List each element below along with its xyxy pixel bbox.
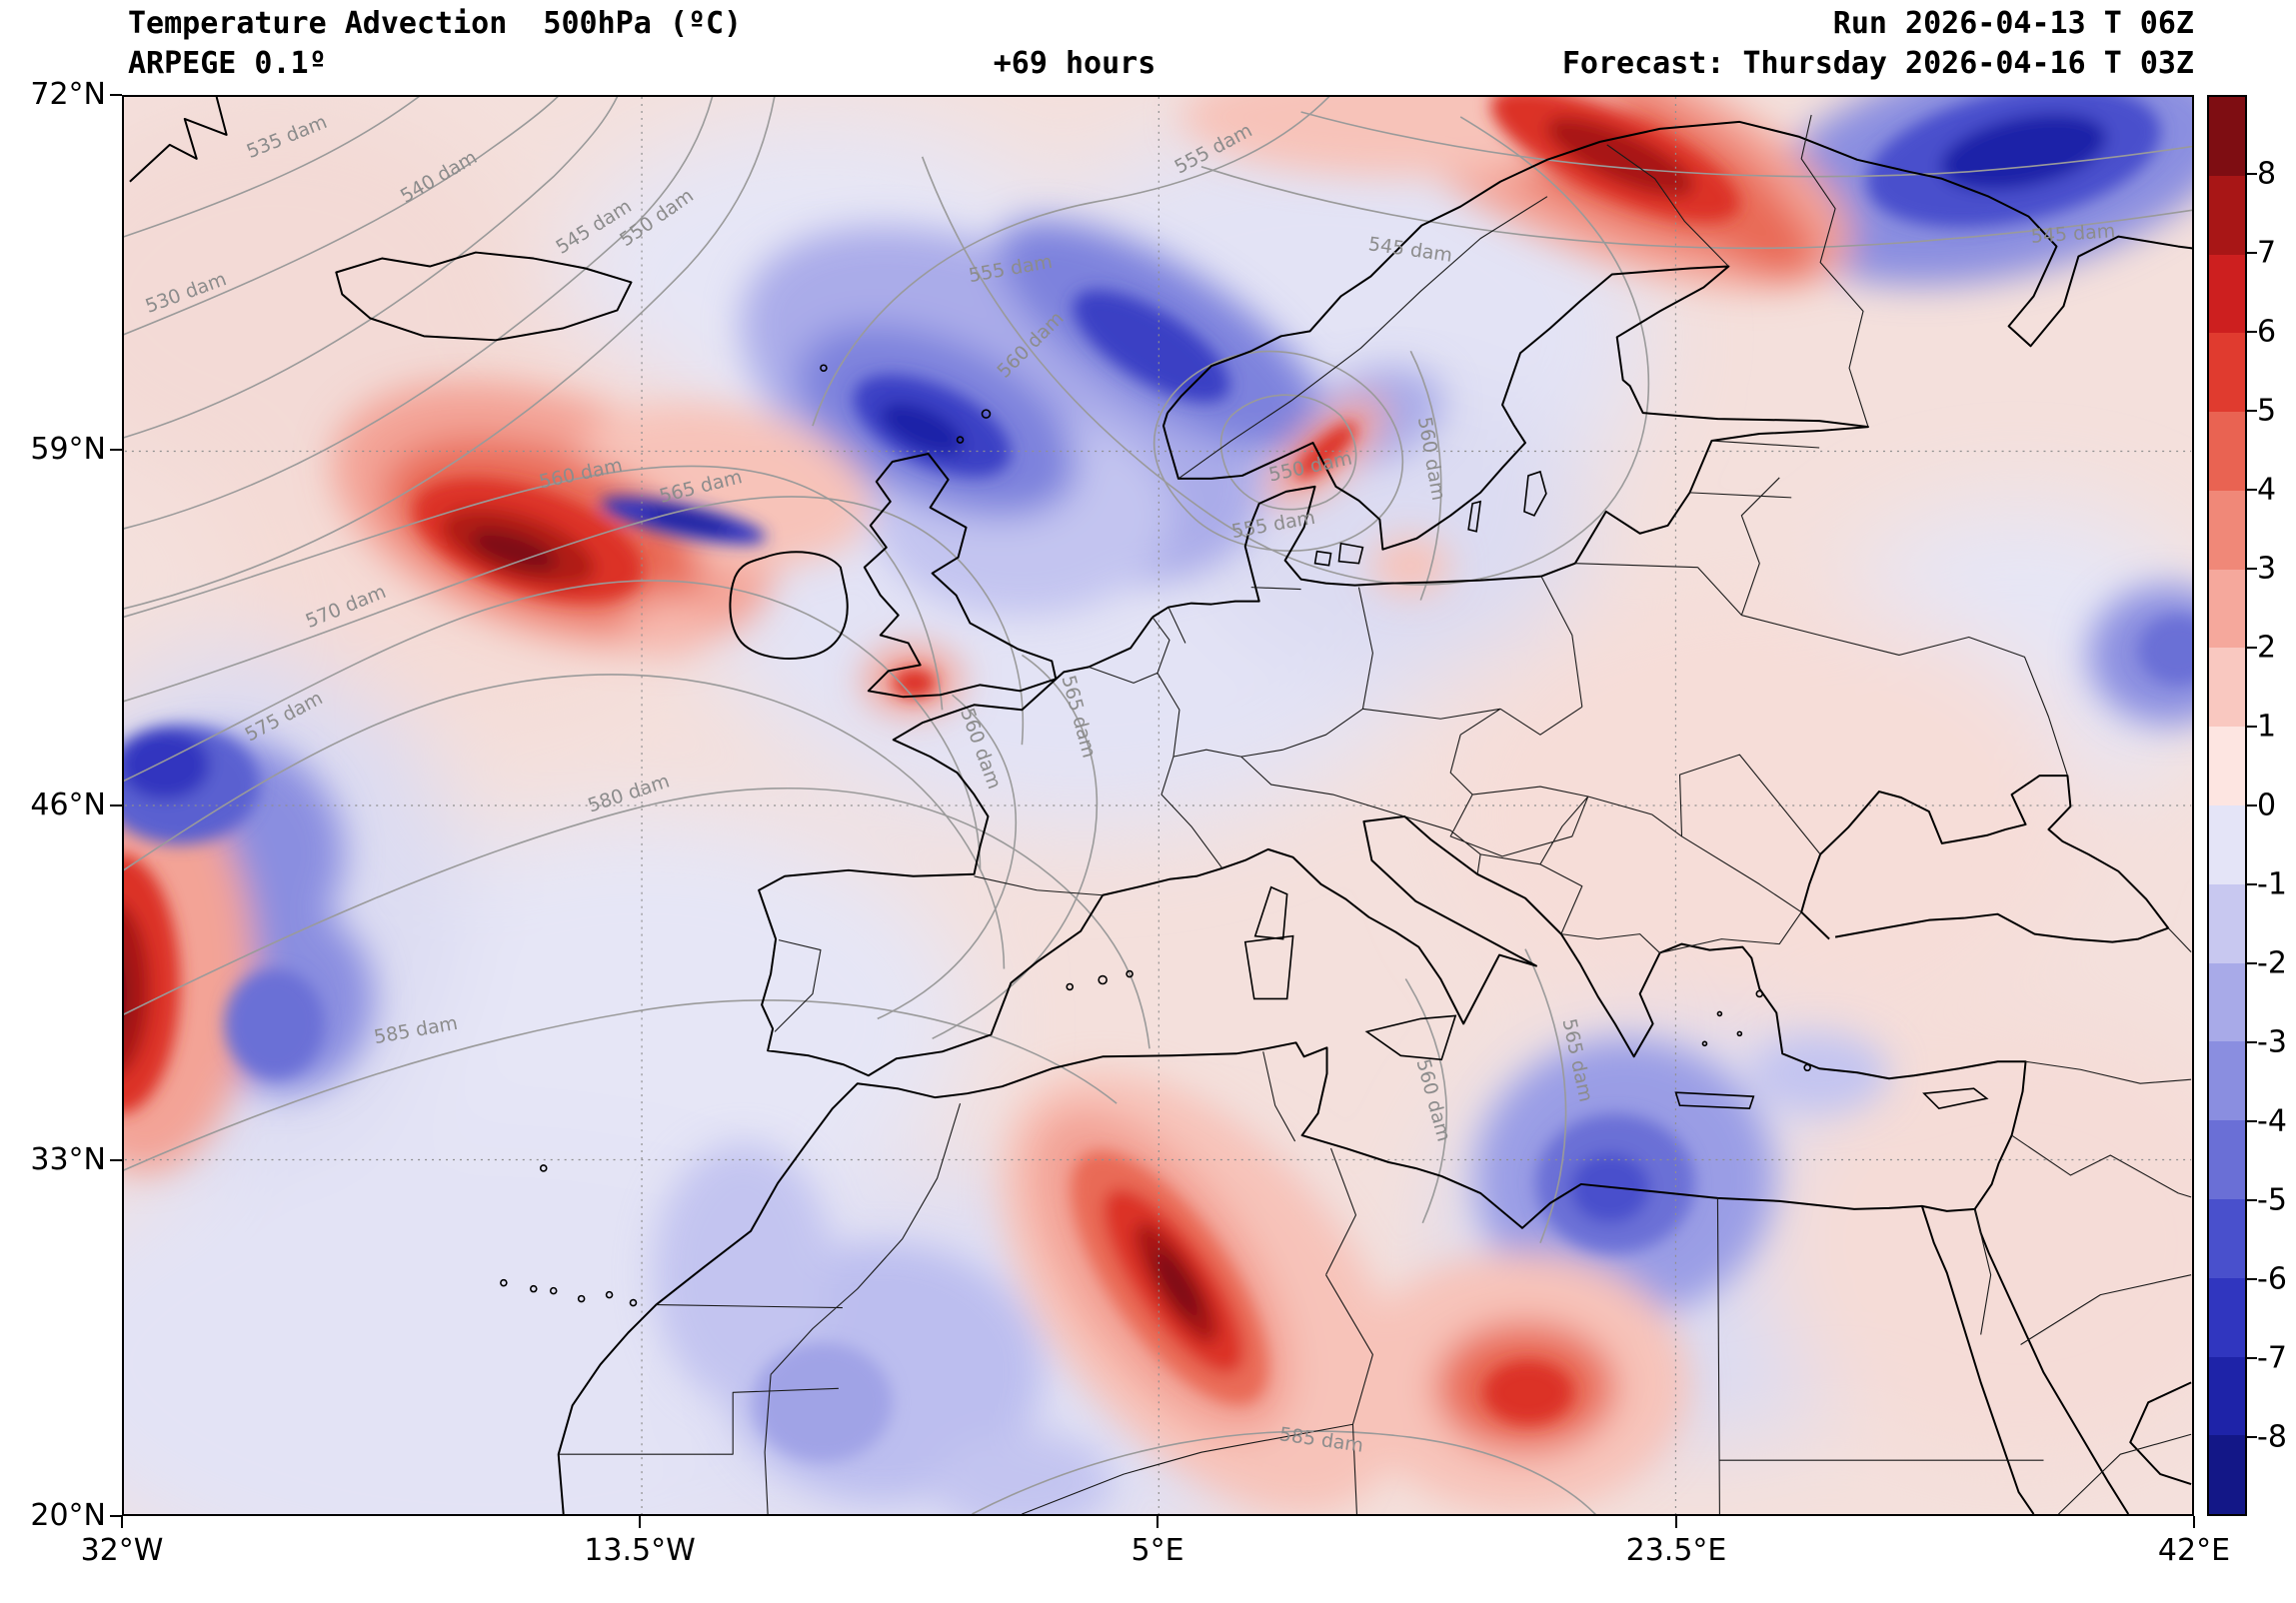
model-label: ARPEGE 0.1º — [128, 46, 327, 81]
lon-tick-label: 32°W — [80, 1533, 164, 1568]
lon-tick-label: 13.5°W — [584, 1533, 696, 1568]
map-svg — [124, 97, 2192, 1514]
colorbar-tickmark — [2247, 1199, 2257, 1201]
lat-tick-label: 33°N — [30, 1142, 106, 1177]
colorbar-tick-label: 5 — [2257, 393, 2277, 429]
lon-tick-label: 42°E — [2157, 1533, 2231, 1568]
colorbar-tick-label: -1 — [2257, 866, 2287, 902]
colorbar-ticks: 8 7 6 5 4 3 2 1 0 -1 -2 -3 -4 -5 -6 -7 -8 — [2257, 95, 2296, 1516]
colorbar-tickmark — [2247, 804, 2257, 806]
colorbar-segment — [2209, 97, 2245, 176]
country-borders — [558, 114, 2192, 1514]
run-info: Run 2026-04-13 T 06Z — [1832, 6, 2194, 41]
colorbar-tick-label: -5 — [2257, 1182, 2287, 1218]
colorbar-segment — [2209, 1120, 2245, 1199]
colorbar-tickmark — [2247, 1278, 2257, 1280]
colorbar-tick-label: 2 — [2257, 630, 2277, 666]
lat-tick-label: 59°N — [30, 432, 106, 467]
islands — [500, 364, 1989, 1307]
colorbar-tickmark — [2247, 568, 2257, 570]
colorbar — [2207, 95, 2247, 1516]
colorbar-segment — [2209, 1356, 2245, 1436]
colorbar-segment — [2209, 490, 2245, 570]
colorbar-tickmark — [2247, 410, 2257, 412]
colorbar-tickmark — [2247, 1120, 2257, 1122]
colorbar-tickmark — [2247, 962, 2257, 964]
colorbar-segment — [2209, 333, 2245, 413]
forecast-hour-label: +69 hours — [993, 46, 1156, 81]
colorbar-tick-label: 8 — [2257, 156, 2277, 192]
lat-tick-label: 20°N — [30, 1498, 106, 1533]
chart-title: Temperature Advection 500hPa (ºC) — [128, 6, 743, 41]
colorbar-tickmark — [2247, 883, 2257, 885]
map-canvas: 530 dam 535 dam 540 dam 545 dam 550 dam … — [122, 95, 2194, 1516]
colorbar-tickmark — [2247, 647, 2257, 649]
colorbar-tickmark — [2247, 252, 2257, 254]
forecast-info: Forecast: Thursday 2026-04-16 T 03Z — [1561, 46, 2194, 81]
advection-field-cores — [124, 97, 2192, 1463]
colorbar-tick-label: 3 — [2257, 551, 2277, 587]
coastlines — [129, 97, 2192, 1514]
colorbar-segment — [2209, 569, 2245, 649]
lat-tick-label: 46°N — [30, 788, 106, 822]
colorbar-segment — [2209, 1041, 2245, 1121]
colorbar-tick-label: -4 — [2257, 1103, 2287, 1139]
colorbar-segment — [2209, 1198, 2245, 1278]
lat-tick-label: 72°N — [30, 77, 106, 112]
colorbar-tickmark — [2247, 726, 2257, 728]
colorbar-segment — [2209, 1277, 2245, 1357]
geopotential-contours — [124, 97, 2192, 1514]
colorbar-tickmark — [2247, 1436, 2257, 1438]
colorbar-segment — [2209, 254, 2245, 334]
colorbar-segment — [2209, 648, 2245, 728]
colorbar-tick-label: -6 — [2257, 1261, 2287, 1297]
colorbar-tick-label: -7 — [2257, 1340, 2287, 1376]
lon-tick-label: 5°E — [1131, 1533, 1184, 1568]
colorbar-tickmark — [2247, 489, 2257, 491]
colorbar-tickmarks — [2247, 95, 2257, 1516]
colorbar-segment — [2209, 412, 2245, 491]
colorbar-tick-label: 6 — [2257, 314, 2277, 350]
grid-lines — [124, 97, 2192, 1514]
colorbar-tickmark — [2247, 1041, 2257, 1043]
colorbar-tickmark — [2247, 173, 2257, 175]
colorbar-tick-label: 7 — [2257, 235, 2277, 271]
colorbar-segment — [2209, 727, 2245, 806]
colorbar-segment — [2209, 962, 2245, 1042]
colorbar-tickmark — [2247, 331, 2257, 333]
colorbar-segment — [2209, 175, 2245, 255]
colorbar-tick-label: 1 — [2257, 709, 2277, 745]
colorbar-tick-label: -8 — [2257, 1419, 2287, 1455]
colorbar-tick-label: -2 — [2257, 945, 2287, 981]
lon-tick-label: 23.5°E — [1625, 1533, 1727, 1568]
colorbar-segment — [2209, 1435, 2245, 1515]
colorbar-segment — [2209, 883, 2245, 963]
colorbar-tick-label: 0 — [2257, 788, 2277, 823]
colorbar-tick-label: 4 — [2257, 472, 2277, 508]
colorbar-segment — [2209, 805, 2245, 884]
colorbar-tickmark — [2247, 1357, 2257, 1359]
colorbar-tick-label: -3 — [2257, 1024, 2287, 1060]
